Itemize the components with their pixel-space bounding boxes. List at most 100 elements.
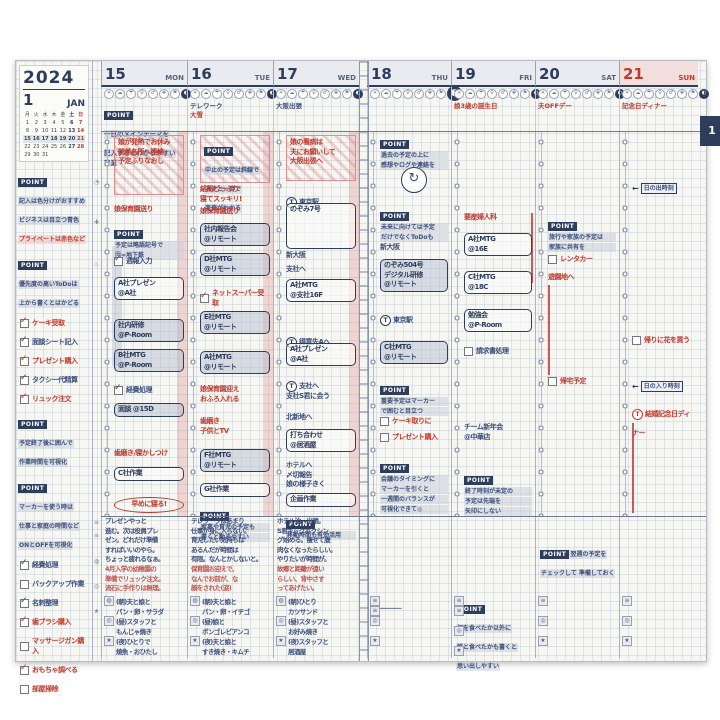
calendar-day[interactable]: 29 <box>24 152 31 158</box>
schedule-entry[interactable]: ← 日の出時刻 <box>632 183 695 194</box>
schedule-entry[interactable]: A社プレゼン @A社 <box>286 343 356 366</box>
calendar-day[interactable]: 5 <box>61 120 65 126</box>
sun-icon[interactable]: ☀ <box>370 88 380 99</box>
schedule-entry[interactable]: 歯磨き 子供とTV <box>200 417 270 436</box>
calendar-day[interactable]: 23 <box>33 144 40 150</box>
calendar-day[interactable]: 15 <box>23 135 32 143</box>
calendar-day[interactable]: 9 <box>34 128 38 134</box>
umbrella-icon[interactable]: ☂ <box>298 88 308 99</box>
flag-icon[interactable]: ⚑ <box>604 88 614 99</box>
calendar-day[interactable]: 16 <box>31 135 41 143</box>
calendar-day[interactable]: 7 <box>78 120 83 126</box>
schedule-entry[interactable]: 請求書処理 <box>464 347 532 357</box>
sidebar-todo-item[interactable]: プレゼント購入 <box>20 354 90 366</box>
sidebar-todo-item[interactable]: 名刺整理 <box>20 596 90 608</box>
schedule-entry[interactable]: 早めに寝る! <box>114 497 184 513</box>
schedule-entry[interactable]: POINT 重要予定はマーカー で囲むと目立つ <box>380 377 448 416</box>
schedule-entry[interactable]: ← 日の入り時刻 <box>632 381 695 392</box>
mars-icon[interactable]: ♂ <box>666 88 676 99</box>
schedule-entry[interactable]: C社作業 <box>114 467 184 481</box>
sidebar-todo-item[interactable]: タクシー代精算 <box>20 373 90 385</box>
flag-icon[interactable]: ⚑ <box>342 88 352 99</box>
schedule-entry[interactable]: ケーキ取りに <box>380 417 448 427</box>
calendar-day[interactable]: 10 <box>41 128 49 134</box>
schedule-entry[interactable]: プレゼント購入 <box>380 433 448 443</box>
sidebar-todo-item[interactable]: ケーキ受取 <box>20 316 90 328</box>
mars-icon[interactable]: ♂ <box>148 88 158 99</box>
venus-icon[interactable]: ♀ <box>403 88 413 99</box>
schedule-entry[interactable]: 新大阪 <box>286 251 356 261</box>
calendar-day[interactable] <box>58 151 67 159</box>
schedule-entry[interactable]: のぞみ504号 デジタル研修 @リモート <box>380 259 448 292</box>
flag-icon[interactable]: ⚑ <box>256 88 266 99</box>
calendar-day[interactable]: 19 <box>58 135 68 143</box>
cross-icon[interactable]: ✚ <box>425 88 435 99</box>
task-checkbox[interactable] <box>632 336 641 346</box>
schedule-entry[interactable]: 社内報告会 @リモート <box>200 223 270 246</box>
sun-icon[interactable]: ☀ <box>622 88 632 99</box>
schedule-entry[interactable]: B社MTG @P-Room <box>114 349 184 372</box>
todo-checkbox[interactable] <box>20 316 29 328</box>
schedule-entry[interactable]: POINT 中止の予定は斜線で消すと一目で変更がわかる <box>200 135 270 213</box>
schedule-entry[interactable]: T 結婚記念日ディナー <box>632 401 695 439</box>
schedule-entry[interactable]: 経費処理 <box>114 383 184 396</box>
schedule-entry[interactable]: 娘が発熱でお休み 関係各所へ連絡 予定ふりなおし <box>114 135 184 195</box>
flag-icon[interactable]: ⚑ <box>436 88 446 99</box>
schedule-entry[interactable]: F社MTG @リモート <box>200 449 270 472</box>
mars-icon[interactable]: ♂ <box>582 88 592 99</box>
flag-icon[interactable]: ⚑ <box>688 88 698 99</box>
cross-icon[interactable]: ✚ <box>159 88 169 99</box>
calendar-day[interactable]: 12 <box>59 128 67 134</box>
cloud-icon[interactable]: ☁ <box>549 88 559 99</box>
calendar-day[interactable]: 2 <box>34 120 38 126</box>
schedule-entry[interactable]: 結局どっぷり 寝てスッキリ! <box>200 185 270 204</box>
cloud-icon[interactable]: ☁ <box>381 88 391 99</box>
schedule-entry[interactable]: 面談 @15D <box>114 403 184 417</box>
todo-checkbox[interactable] <box>20 392 29 404</box>
schedule-entry[interactable]: POINT 移動時間も有効活用 <box>286 511 356 540</box>
schedule-entry[interactable]: チーム新年会 @中華店 <box>464 423 532 442</box>
schedule-entry[interactable]: 娘の看病は 夫にお願いして 大阪出張へ <box>286 135 356 181</box>
cloud-icon[interactable]: ☁ <box>633 88 643 99</box>
mars-icon[interactable]: ♂ <box>234 88 244 99</box>
schedule-entry[interactable]: POINT 未来に向けては予定 だけでなくToDoも <box>380 203 448 242</box>
schedule-entry[interactable]: A社MTG @16E <box>464 233 532 256</box>
schedule-entry[interactable]: G社作業 <box>200 483 270 497</box>
schedule-entry[interactable]: 帰りに花を買う <box>632 336 695 346</box>
task-checkbox[interactable] <box>380 417 389 427</box>
flag-icon[interactable]: ⚑ <box>520 88 530 99</box>
schedule-entry[interactable]: C社MTG @リモート <box>380 341 448 364</box>
schedule-entry[interactable]: E社MTG @リモート <box>200 311 270 334</box>
schedule-entry[interactable]: C社MTG @18C <box>464 271 532 294</box>
schedule-entry[interactable]: のぞみ7号 <box>286 203 356 249</box>
mars-icon[interactable]: ♂ <box>320 88 330 99</box>
cloud-icon[interactable]: ☁ <box>115 88 125 99</box>
umbrella-icon[interactable]: ☂ <box>212 88 222 99</box>
schedule-entry[interactable]: 北新地へ <box>286 413 356 423</box>
todo-checkbox[interactable] <box>20 558 29 570</box>
schedule-entry[interactable]: 企画作業 <box>286 493 356 507</box>
cross-icon[interactable]: ✚ <box>331 88 341 99</box>
calendar-day[interactable]: 25 <box>50 144 58 150</box>
calendar-day[interactable]: 11 <box>50 128 58 134</box>
calendar-day[interactable]: 31 <box>41 152 49 158</box>
schedule-entry[interactable]: ホテルへ 〆切報告 娘の様子きく <box>286 461 356 490</box>
schedule-entry[interactable]: 娘保育園迎え おふろ入れる <box>200 385 270 404</box>
sidebar-todo-item[interactable]: 歯ブラシ購入 <box>20 615 90 627</box>
venus-icon[interactable]: ♀ <box>571 88 581 99</box>
schedule-entry[interactable]: 帰宅予定 <box>548 377 616 387</box>
cross-icon[interactable]: ✚ <box>593 88 603 99</box>
cross-icon[interactable]: ✚ <box>677 88 687 99</box>
venus-icon[interactable]: ♀ <box>309 88 319 99</box>
sun-icon[interactable]: ☀ <box>276 88 286 99</box>
todo-checkbox[interactable] <box>20 335 29 347</box>
schedule-entry[interactable]: 支社へ <box>286 265 356 275</box>
cross-icon[interactable]: ✚ <box>245 88 255 99</box>
schedule-entry[interactable]: 打ち合わせ @居酒屋 <box>286 429 356 452</box>
calendar-day[interactable]: 6 <box>69 120 74 126</box>
venus-icon[interactable]: ♀ <box>487 88 497 99</box>
sidebar-todo-item[interactable]: マッサージガン購入 <box>20 636 90 656</box>
umbrella-icon[interactable]: ☂ <box>476 88 486 99</box>
schedule-entry[interactable]: 娘保育園送り <box>114 205 184 215</box>
task-checkbox[interactable] <box>548 255 557 265</box>
